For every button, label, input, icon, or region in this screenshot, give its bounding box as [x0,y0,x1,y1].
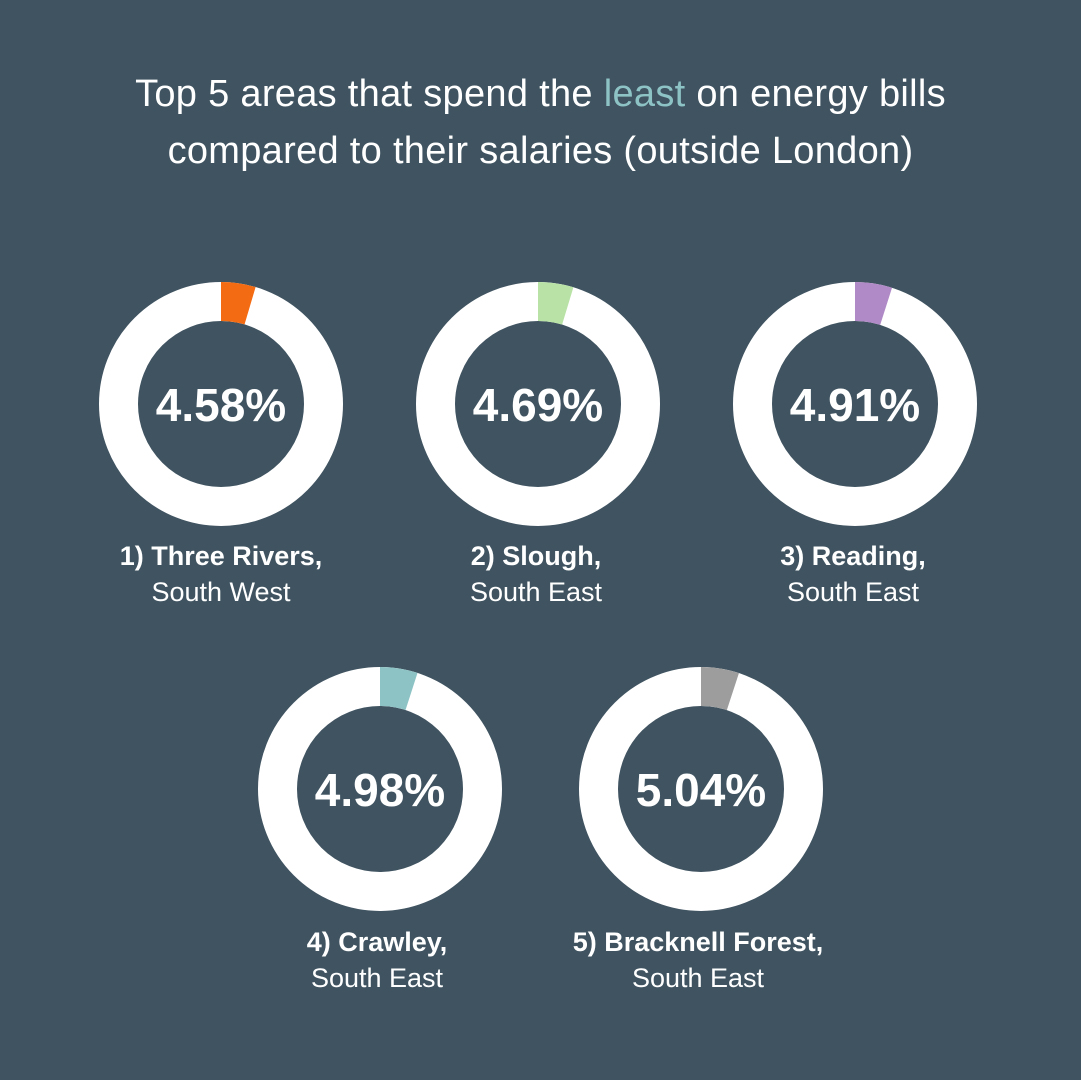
donut-4-value-label: 4.98% [315,764,445,816]
chart-title: Top 5 areas that spend the least on ener… [0,66,1081,180]
caption-4: 4) Crawley, South East [207,924,547,996]
caption-2-name: 2) Slough, [470,541,602,571]
caption-3: 3) Reading, South East [683,538,1023,610]
donut-5: 5.04% [579,667,823,911]
caption-1: 1) Three Rivers, South West [51,538,391,610]
caption-2-region: South East [469,577,603,607]
title-highlight: least [603,73,686,115]
caption-4-region: South East [310,963,444,993]
donut-4-segment [258,667,502,911]
donut-3-value-label: 4.91% [790,379,920,431]
title-line-2: compared to their salaries (outside Lond… [167,130,914,172]
donut-2-value-label: 4.69% [473,379,603,431]
donut-2-segment [416,282,660,526]
donut-5-value-label: 5.04% [636,764,766,816]
donut-4: 4.98% [258,667,502,911]
caption-1-region: South West [151,577,291,607]
donut-1: 4.58% [99,282,343,526]
donut-1-segment [99,282,343,526]
caption-3-name: 3) Reading, [780,541,926,571]
caption-4-name: 4) Crawley, [306,927,448,957]
donut-3: 4.91% [733,282,977,526]
donut-1-value-label: 4.58% [156,379,286,431]
donut-2: 4.69% [416,282,660,526]
caption-5-region: South East [631,963,765,993]
donut-5-segment [579,667,823,911]
caption-5: 5) Bracknell Forest, South East [528,924,868,996]
caption-3-region: South East [786,577,920,607]
title-part-after: on energy bills [685,73,946,115]
donut-3-segment [733,282,977,526]
caption-5-name: 5) Bracknell Forest, [572,927,824,957]
caption-1-name: 1) Three Rivers, [119,541,323,571]
caption-2: 2) Slough, South East [366,538,706,610]
title-part-before: Top 5 areas that spend the [135,73,604,115]
